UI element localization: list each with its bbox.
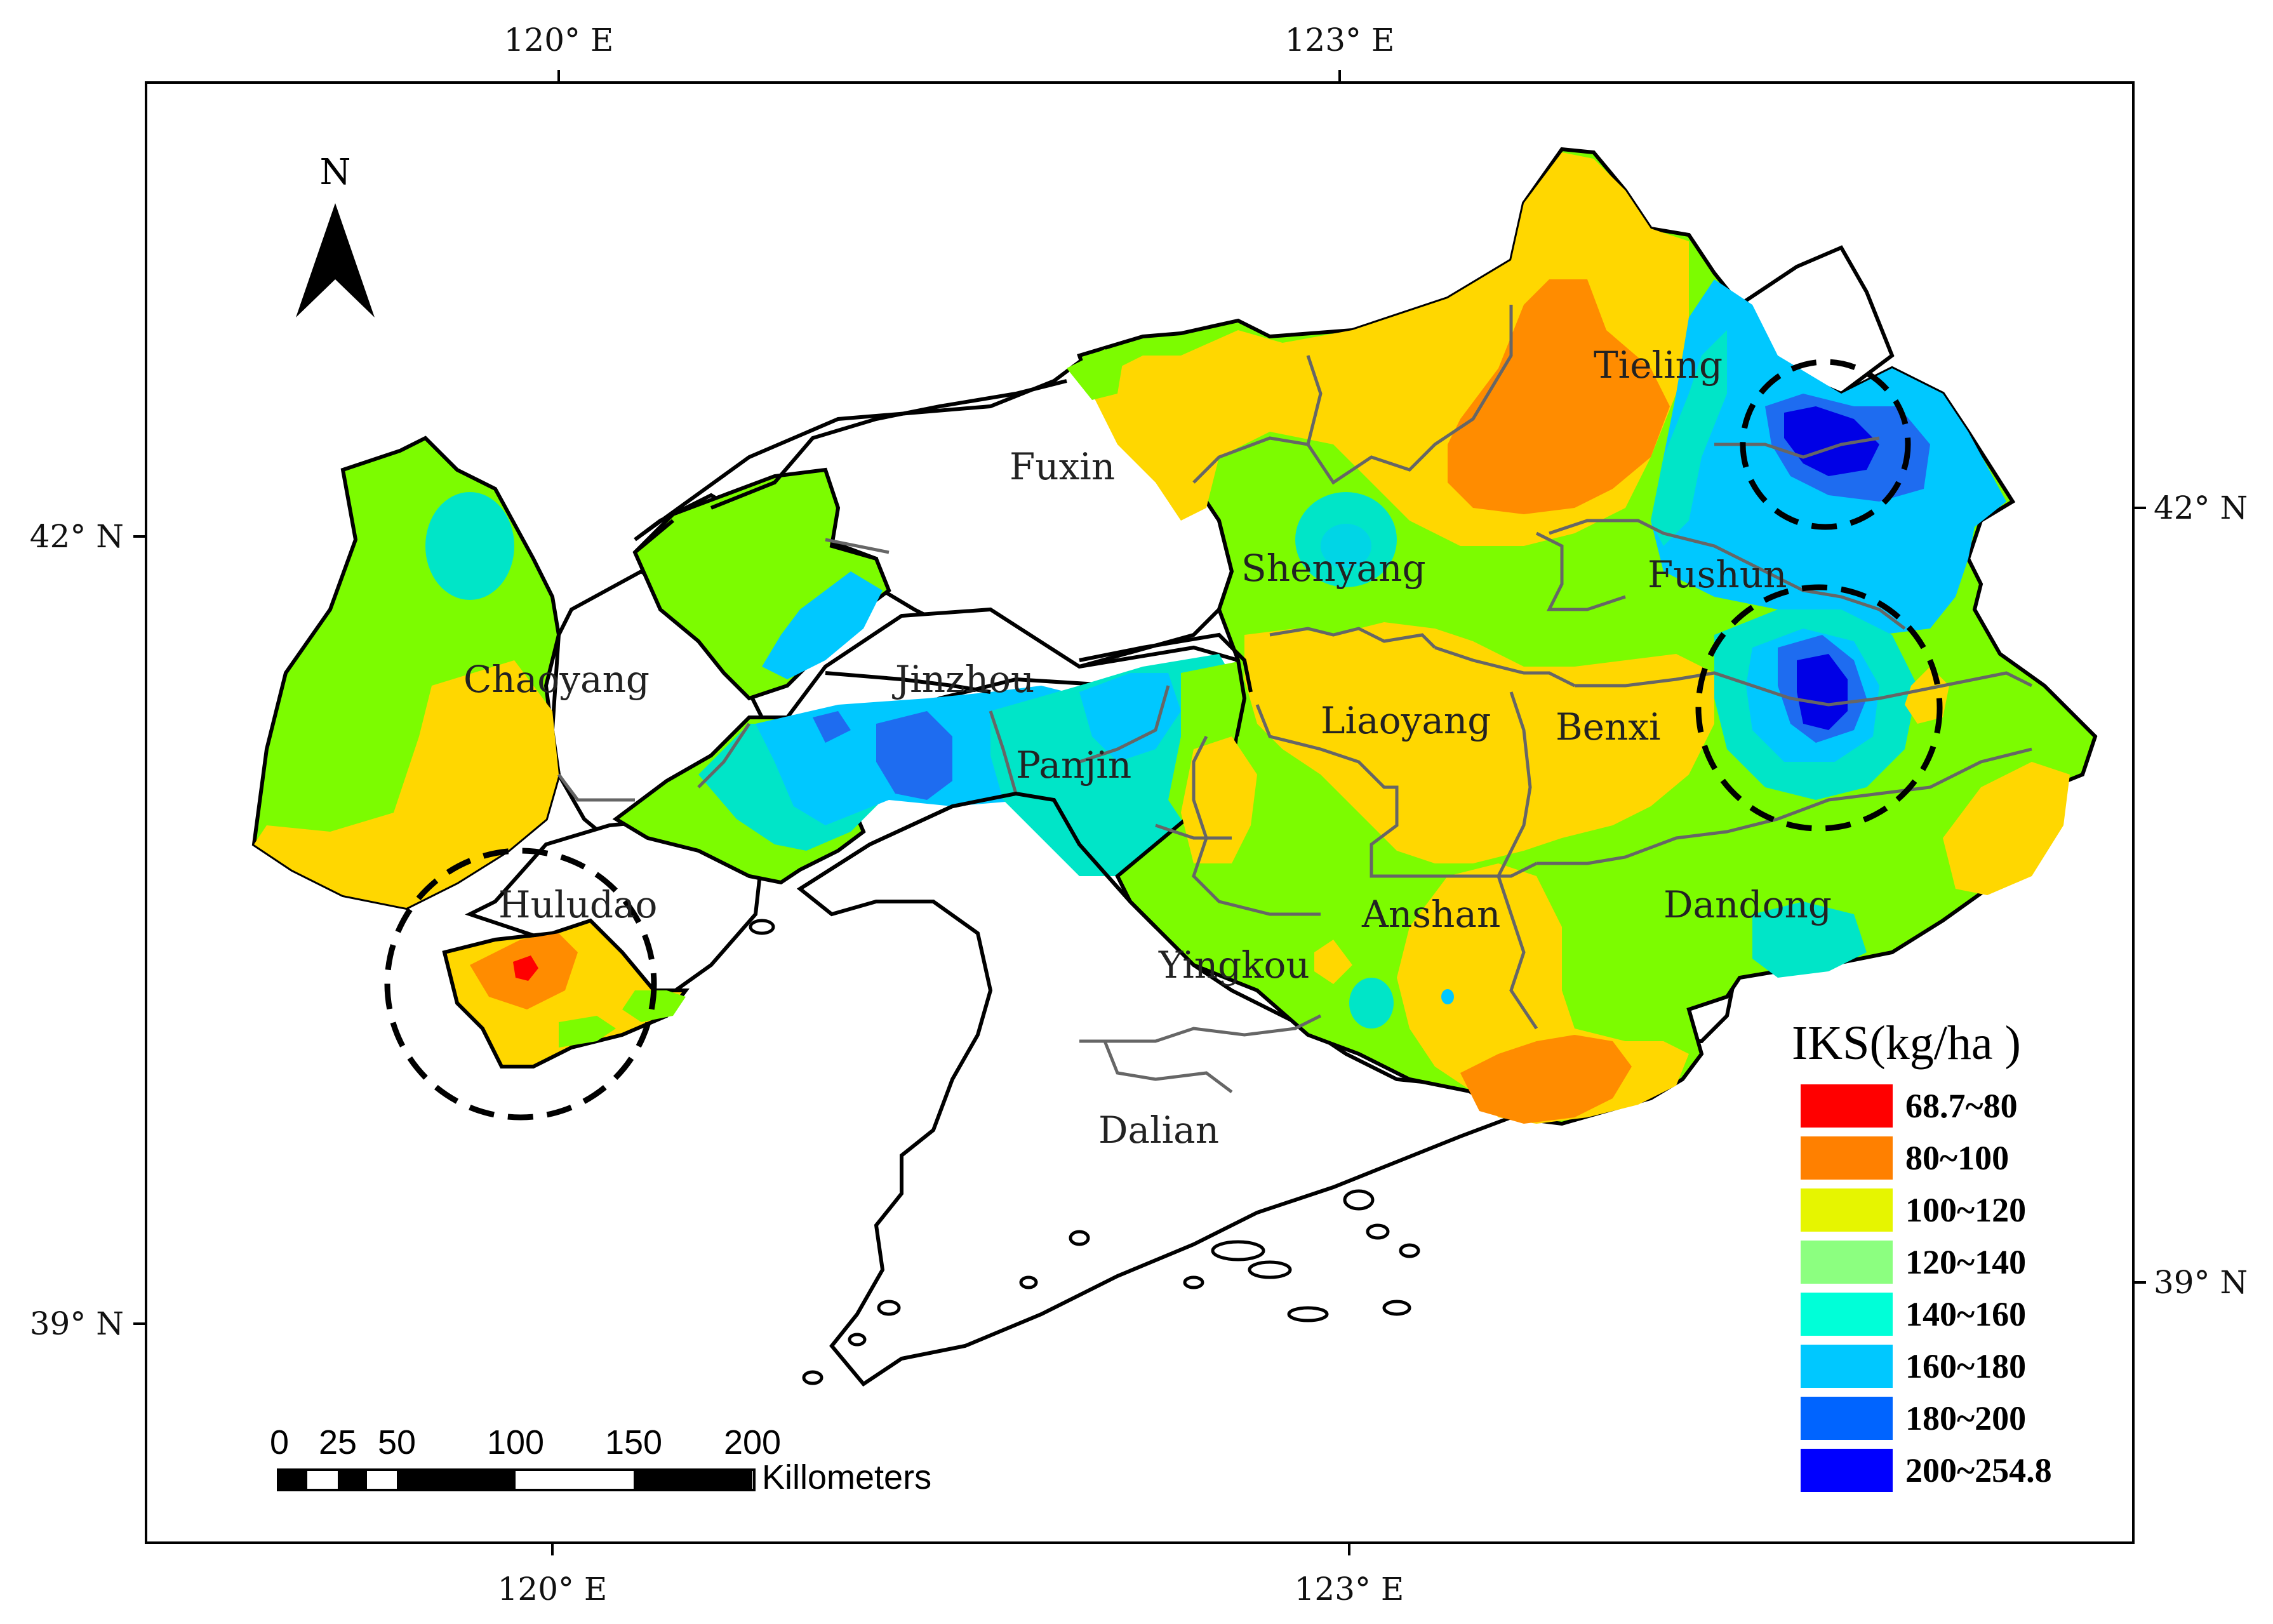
legend-title: IKS(kg/ha ) xyxy=(1792,1016,2021,1070)
scale-tick-150: 150 xyxy=(605,1423,662,1461)
legend-label: 68.7~80 xyxy=(1905,1087,2018,1125)
frame-ticks xyxy=(133,70,2146,1555)
province-border xyxy=(634,379,1253,929)
scale-tick-25: 25 xyxy=(319,1423,357,1461)
scale-bar: 0 25 50 100 150 200 Killometers xyxy=(270,1423,931,1496)
central-yellow xyxy=(1244,622,1714,863)
circle-tieling xyxy=(1740,359,1911,530)
scale-unit: Killometers xyxy=(762,1458,931,1496)
lon-bottom-120: 120° E xyxy=(498,1571,608,1607)
legend-label: 120~140 xyxy=(1905,1243,2026,1281)
legend-label: 160~180 xyxy=(1905,1347,2026,1385)
lat-right-42: 42° N xyxy=(2154,489,2248,526)
huludao-red xyxy=(513,955,538,981)
city-panjin: Panjin xyxy=(1016,743,1131,787)
map-frame xyxy=(145,81,2135,1544)
city-benxi: Benxi xyxy=(1556,705,1661,749)
islands xyxy=(749,919,1420,1385)
city-labels: Tieling Fuxin Shenyang Fushun Chaoyang J… xyxy=(463,343,1832,1152)
jinzhou-coast-blue2 xyxy=(813,711,851,743)
city-fushun: Fushun xyxy=(1648,553,1787,596)
benxi-deepblue xyxy=(1797,654,1848,730)
highlight-circles xyxy=(384,359,1943,1121)
dandong-yellow xyxy=(1943,762,2070,895)
legend-swatch xyxy=(1801,1188,1893,1232)
city-boundaries xyxy=(557,305,2033,1093)
anshan-cyan xyxy=(1349,978,1394,1028)
city-huludao: Huludao xyxy=(498,883,657,926)
huludao-green-south xyxy=(559,1016,616,1048)
lon-top-123: 123° E xyxy=(1285,22,1395,58)
legend-label: 100~120 xyxy=(1905,1191,2026,1229)
dandong-cyan xyxy=(1752,902,1867,978)
central-yellow-west xyxy=(1181,736,1257,863)
yingkou-yellow xyxy=(1314,940,1352,984)
jinzhou-coast-blue xyxy=(876,711,952,800)
scale-tick-200: 200 xyxy=(724,1423,781,1461)
anshan-lightblue xyxy=(1441,989,1454,1004)
city-fuxin: Fuxin xyxy=(1010,445,1115,488)
northwest-green xyxy=(1067,349,1124,400)
legend-swatch xyxy=(1801,1449,1893,1492)
scale-tick-50: 50 xyxy=(378,1423,416,1461)
scale-tick-0: 0 xyxy=(270,1423,289,1461)
lat-left-42: 42° N xyxy=(30,518,124,555)
tieling-orange xyxy=(1448,279,1670,514)
legend-label: 200~254.8 xyxy=(1905,1451,2052,1489)
city-liaoyang: Liaoyang xyxy=(1321,699,1491,742)
legend-swatch xyxy=(1801,1397,1893,1440)
north-arrow-icon xyxy=(296,203,375,317)
legend: IKS(kg/ha ) 68.7~80 80~100 100~120 120~140 1… xyxy=(1792,1016,2052,1492)
fushun-deepblue-north xyxy=(1784,406,1879,476)
city-jinzhou: Jinzhou xyxy=(892,658,1034,701)
scale-tick-100: 100 xyxy=(487,1423,544,1461)
chaoyang-cyan xyxy=(425,492,514,600)
city-anshan: Anshan xyxy=(1361,893,1500,936)
legend-swatch xyxy=(1801,1136,1893,1180)
legend-swatch xyxy=(1801,1345,1893,1388)
legend-swatch xyxy=(1801,1241,1893,1284)
circle-fushun xyxy=(1695,584,1943,832)
legend-swatch xyxy=(1801,1084,1893,1128)
city-tieling: Tieling xyxy=(1594,343,1723,387)
lat-left-39: 39° N xyxy=(30,1305,124,1342)
legend-swatch xyxy=(1801,1293,1893,1336)
shenyang-lightcyan xyxy=(1321,524,1371,568)
lon-bottom-123: 123° E xyxy=(1295,1571,1404,1607)
legend-label: 180~200 xyxy=(1905,1399,2026,1437)
city-dalian: Dalian xyxy=(1098,1108,1219,1152)
lon-top-120: 120° E xyxy=(504,22,614,58)
jinzhou-lightblue-north xyxy=(762,571,883,679)
iks-surface xyxy=(251,147,2098,1126)
chaoyang-yellow xyxy=(254,660,559,908)
circle-huludao xyxy=(384,848,657,1121)
panjin-lightblue xyxy=(1079,673,1181,762)
anshan-orange xyxy=(1460,1035,1632,1124)
city-yingkou: Yingkou xyxy=(1158,943,1310,987)
north-arrow: N xyxy=(296,152,375,317)
lat-right-39: 39° N xyxy=(2154,1264,2248,1301)
city-shenyang: Shenyang xyxy=(1241,547,1426,590)
city-dandong: Dandong xyxy=(1663,883,1832,926)
city-chaoyang: Chaoyang xyxy=(463,658,650,701)
legend-label: 80~100 xyxy=(1905,1139,2009,1177)
north-label: N xyxy=(320,152,351,193)
fushun-cyan xyxy=(1651,330,1727,546)
legend-label: 140~160 xyxy=(1905,1295,2026,1333)
